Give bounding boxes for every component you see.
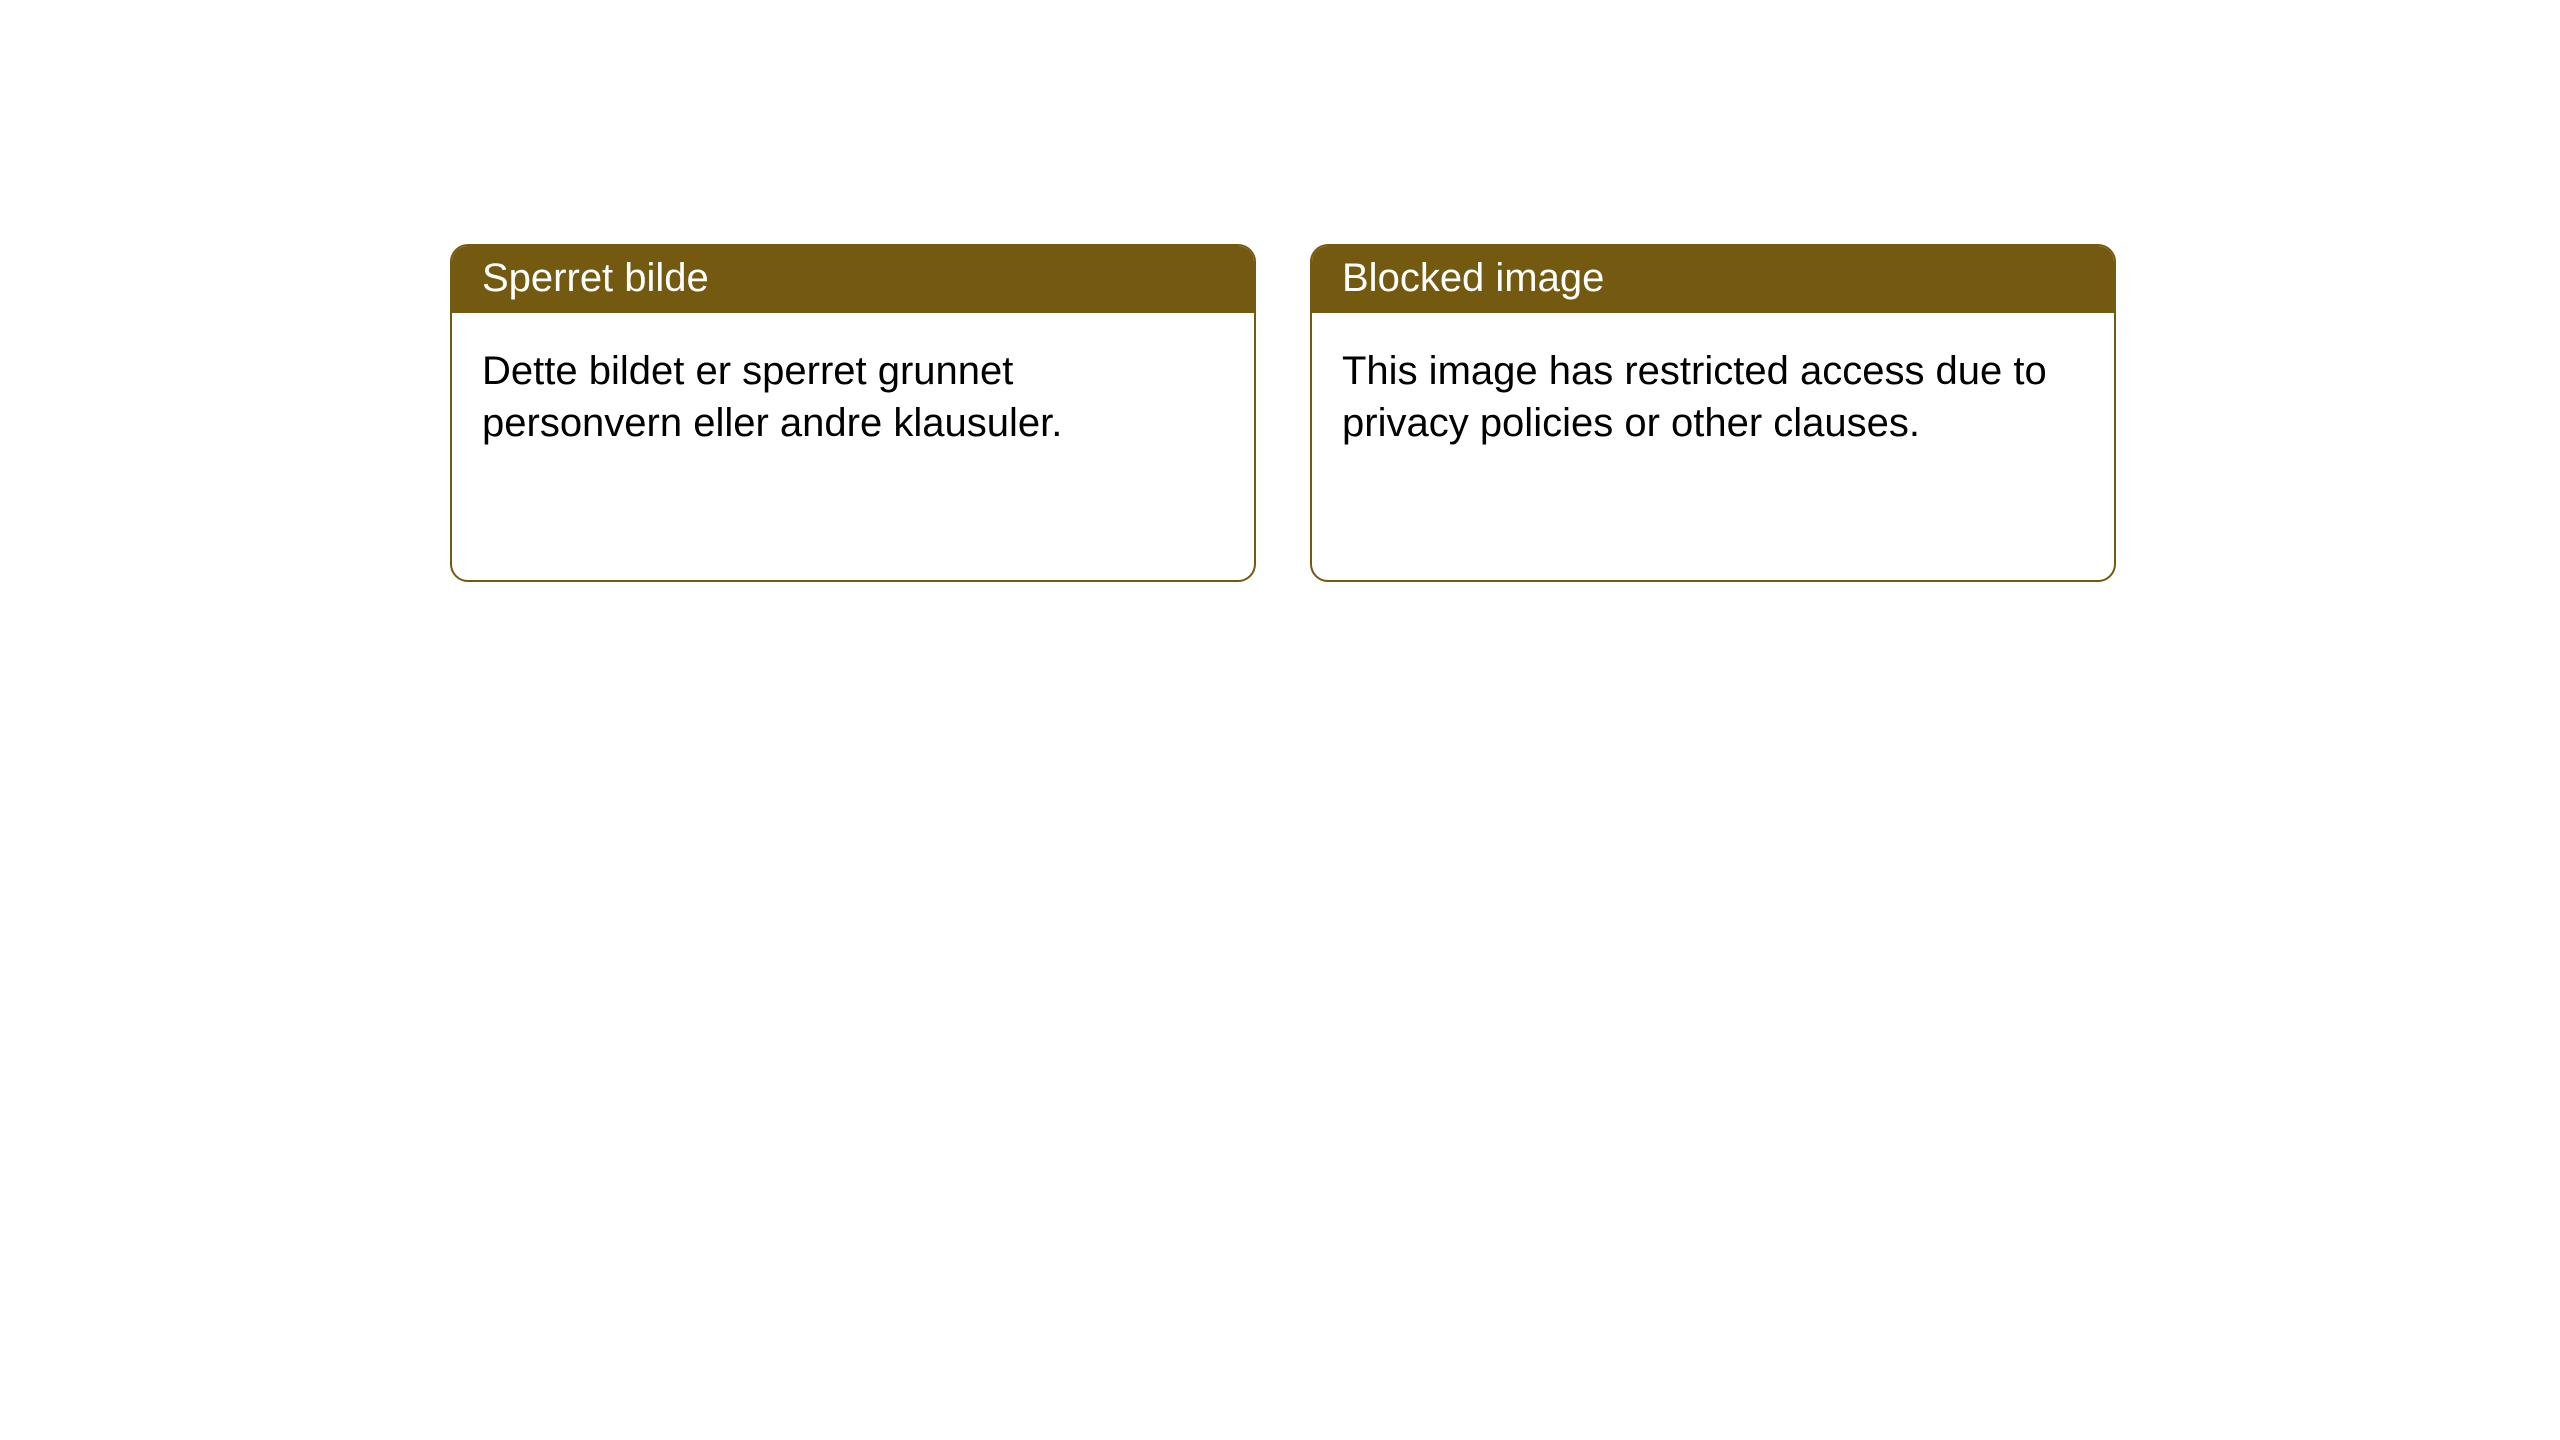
notice-header: Blocked image: [1312, 246, 2114, 313]
notice-body: Dette bildet er sperret grunnet personve…: [452, 313, 1254, 481]
notice-card-norwegian: Sperret bilde Dette bildet er sperret gr…: [450, 244, 1256, 582]
notice-card-english: Blocked image This image has restricted …: [1310, 244, 2116, 582]
notice-header: Sperret bilde: [452, 246, 1254, 313]
notice-body: This image has restricted access due to …: [1312, 313, 2114, 481]
notice-container: Sperret bilde Dette bildet er sperret gr…: [450, 244, 2116, 582]
